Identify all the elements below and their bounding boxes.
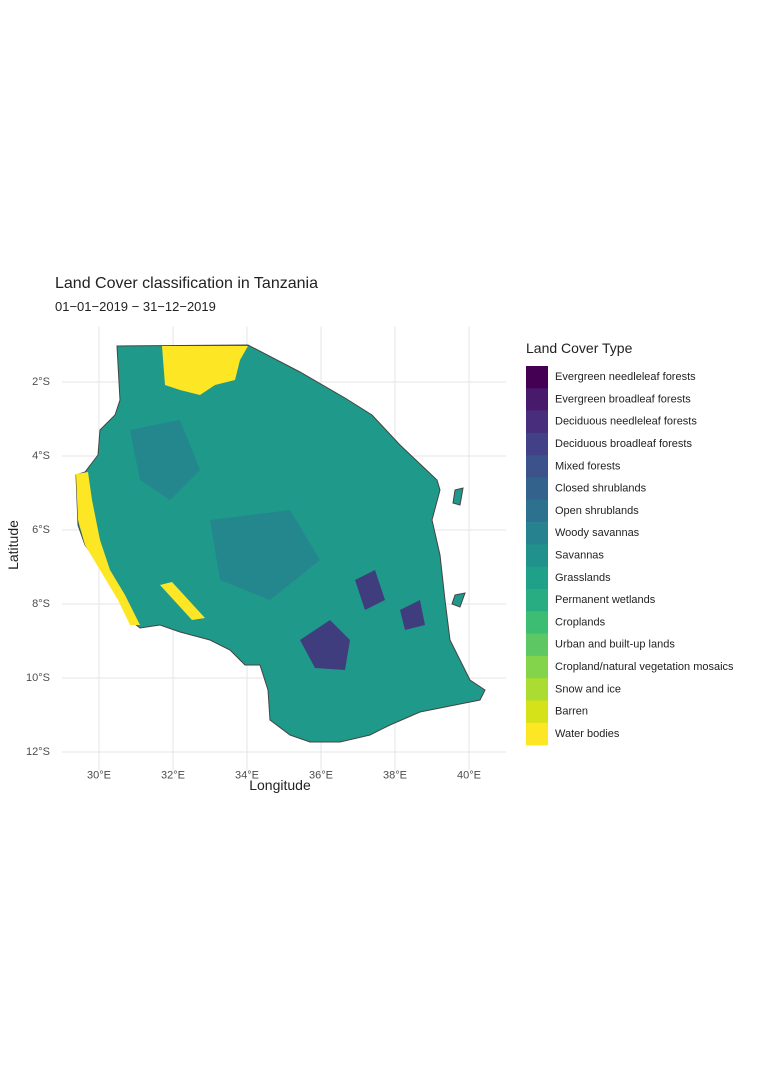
map [75, 344, 486, 743]
legend-label: Closed shrublands [555, 483, 647, 495]
legend-key [526, 722, 548, 746]
forest-patch [300, 570, 425, 670]
legend-label: Croplands [555, 616, 606, 628]
x-tick-label: 40°E [457, 769, 481, 781]
legend-key [526, 432, 548, 456]
legend-key [526, 655, 548, 679]
legend-label: Cropland/natural vegetation mosaics [555, 661, 734, 673]
legend-label: Mixed forests [555, 460, 621, 472]
legend-label: Water bodies [555, 728, 620, 740]
legend-label: Permanent wetlands [555, 594, 656, 606]
y-tick-label: 4°S [32, 450, 50, 462]
legend-label: Snow and ice [555, 683, 621, 695]
legend-label: Grasslands [555, 572, 611, 584]
legend-key [526, 522, 548, 545]
legend-key [526, 566, 548, 590]
y-tick-label: 8°S [32, 598, 50, 610]
lake-victoria [162, 346, 248, 395]
chart-title: Land Cover classification in Tanzania [55, 275, 318, 292]
chart-subtitle: 01−01−2019 − 31−12−2019 [55, 299, 216, 314]
lake-tanganyika [76, 472, 140, 625]
legend-label: Deciduous broadleaf forests [555, 438, 692, 450]
x-tick-label: 32°E [161, 769, 185, 781]
y-tick-label: 6°S [32, 524, 50, 536]
legend-key [526, 611, 548, 634]
legend-label: Open shrublands [555, 505, 639, 517]
x-tick-label: 38°E [383, 769, 407, 781]
legend-label: Urban and built-up lands [555, 639, 675, 651]
x-tick-label: 36°E [309, 769, 333, 781]
savanna-patch [130, 420, 320, 600]
legend-key [526, 366, 548, 389]
legend-key [526, 589, 548, 612]
legend-label: Evergreen needleleaf forests [555, 371, 696, 383]
legend-label: Barren [555, 706, 588, 718]
legend-key [526, 410, 548, 434]
y-tick-label: 12°S [26, 746, 50, 758]
legend-label: Woody savannas [555, 527, 640, 539]
y-tick-label: 10°S [26, 672, 50, 684]
y-tick-label: 2°S [32, 376, 50, 388]
x-axis-label: Longitude [249, 777, 311, 793]
x-tick-label: 30°E [87, 769, 111, 781]
island [451, 487, 466, 608]
legend-key [526, 700, 548, 724]
legend-key [526, 633, 548, 657]
legend-key [526, 678, 548, 701]
legend-label: Savannas [555, 549, 604, 561]
legend-key [526, 455, 548, 478]
legend-title: Land Cover Type [526, 340, 633, 356]
legend-label: Deciduous needleleaf forests [555, 416, 697, 428]
y-axis-label: Latitude [5, 520, 21, 570]
lake-rukwa [160, 582, 205, 620]
legend-key [526, 544, 548, 567]
legend-key [526, 499, 548, 523]
legend-key [526, 388, 548, 411]
x-tick-label: 34°E [235, 769, 259, 781]
legend-label: Evergreen broadleaf forests [555, 393, 691, 405]
legend-key [526, 477, 548, 501]
